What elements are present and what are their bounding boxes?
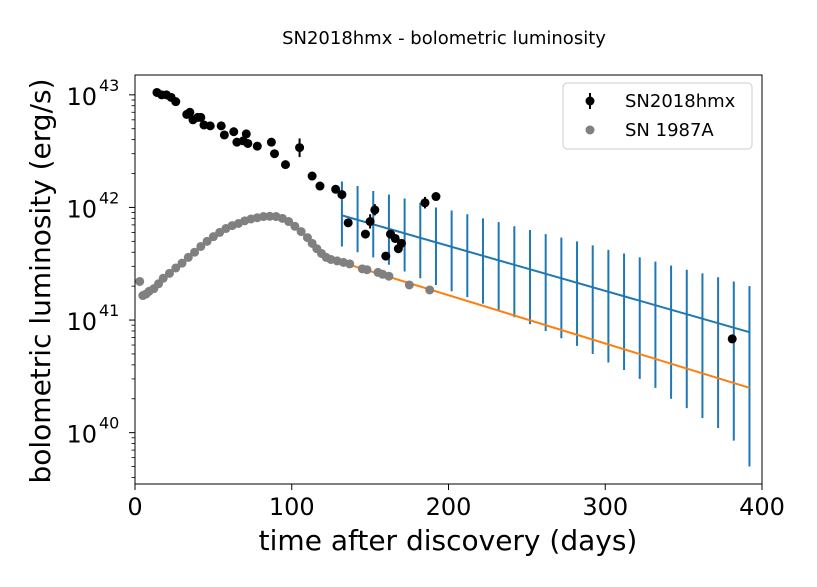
sn2018hmx-point xyxy=(396,238,406,248)
x-tick-label: 400 xyxy=(739,493,785,521)
sn1987a-point xyxy=(202,236,212,246)
sn2018hmx-point xyxy=(307,171,317,181)
sn2018hmx-point xyxy=(370,205,380,215)
sn2018hmx-point xyxy=(252,141,262,151)
legend-marker xyxy=(585,125,595,135)
legend: SN2018hmx SN 1987A xyxy=(562,82,753,150)
y-tick-exponent: 43 xyxy=(99,76,119,95)
sn2018hmx-point xyxy=(381,251,391,261)
sn1987a-point xyxy=(158,273,168,283)
sn2018hmx-point xyxy=(216,121,226,131)
sn1987a-point xyxy=(135,276,145,286)
sn1987a-point xyxy=(190,247,200,257)
x-axis-label: time after discovery (days) xyxy=(259,524,638,557)
sn1987a-point xyxy=(284,217,294,227)
sn1987a-point xyxy=(384,271,394,281)
sn1987a-point xyxy=(425,285,435,295)
sn2018hmx-point xyxy=(431,192,441,202)
x-tick-label: 0 xyxy=(127,493,142,521)
legend-entry: SN 1987A xyxy=(585,120,714,141)
legend-marker xyxy=(585,96,595,106)
sn2018hmx-point xyxy=(241,129,251,139)
sn2018hmx-point xyxy=(420,198,430,208)
y-tick-label: 10 41 xyxy=(66,301,119,336)
x-tick-label: 300 xyxy=(582,493,628,521)
legend-label: SN 1987A xyxy=(625,120,714,141)
sn2018hmx-point xyxy=(171,97,181,107)
sn2018hmx-point xyxy=(360,229,370,239)
chart-title: SN2018hmx - bolometric luminosity xyxy=(282,28,606,49)
sn2018hmx-point xyxy=(185,107,195,117)
sn1987a-point xyxy=(404,280,414,290)
sn2018hmx-point xyxy=(365,217,375,227)
sn1987a-point xyxy=(164,268,174,278)
sn2018hmx-point xyxy=(331,184,341,194)
sn1987a-point xyxy=(362,265,372,275)
sn2018hmx-point xyxy=(280,160,290,170)
y-tick-exponent: 42 xyxy=(99,188,119,207)
y-tick-base: 10 xyxy=(66,421,97,449)
sn1987a-point xyxy=(296,227,306,237)
legend-box xyxy=(562,82,753,150)
y-axis-label: bolometric luminosity (erg/s) xyxy=(24,78,57,483)
sn1987a-point xyxy=(177,258,187,268)
sn2018hmx-point xyxy=(196,112,206,122)
sn2018hmx-point xyxy=(266,137,276,147)
sn1987a-point xyxy=(290,221,300,231)
plot-area xyxy=(135,87,751,467)
sn2018hmx-point xyxy=(295,143,305,153)
sn2018hmx-point xyxy=(390,233,400,243)
y-tick-label: 10 40 xyxy=(66,414,119,449)
sn2018hmx-point xyxy=(229,127,239,137)
sn2018hmx-point xyxy=(270,149,280,159)
y-tick-base: 10 xyxy=(66,83,97,111)
x-axis: 0 100 200 300 400 xyxy=(127,484,785,521)
sn2018hmx-point xyxy=(219,130,229,140)
y-tick-base: 10 xyxy=(66,195,97,223)
sn2018hmx-point xyxy=(343,218,353,228)
y-tick-exponent: 41 xyxy=(99,301,119,320)
sn1987a-point xyxy=(183,252,193,262)
y-tick-base: 10 xyxy=(66,308,97,336)
sn2018hmx-point xyxy=(315,181,325,191)
x-tick-label: 100 xyxy=(269,493,315,521)
sn1987a-point xyxy=(196,241,206,251)
sn2018hmx-point xyxy=(243,138,253,148)
y-tick-label: 10 42 xyxy=(66,188,119,223)
fit-line-1 xyxy=(341,214,750,334)
legend-label: SN2018hmx xyxy=(625,91,736,112)
x-tick-label: 200 xyxy=(426,493,472,521)
sn2018hmx-point xyxy=(727,334,737,344)
sn2018hmx-point xyxy=(205,121,215,131)
y-tick-exponent: 40 xyxy=(99,414,119,433)
legend-entry: SN2018hmx xyxy=(585,91,736,112)
sn2018hmx-point xyxy=(337,190,347,200)
sn1987a-point xyxy=(171,263,181,273)
y-tick-label: 10 43 xyxy=(66,76,119,111)
sn1987a-point xyxy=(345,259,355,269)
